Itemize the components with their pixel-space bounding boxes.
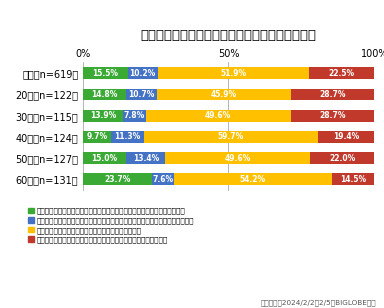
Bar bbox=[166, 152, 310, 164]
Text: 9.7%: 9.7% bbox=[86, 132, 107, 141]
Bar bbox=[318, 131, 375, 143]
Bar bbox=[83, 152, 126, 164]
Bar bbox=[123, 110, 146, 122]
Text: 7.6%: 7.6% bbox=[152, 175, 174, 184]
Text: 51.9%: 51.9% bbox=[220, 69, 247, 78]
Text: 28.7%: 28.7% bbox=[319, 90, 346, 99]
Bar bbox=[309, 67, 375, 79]
Bar bbox=[128, 67, 157, 79]
Bar bbox=[157, 89, 291, 100]
Text: 14.5%: 14.5% bbox=[340, 175, 366, 184]
Bar bbox=[152, 173, 174, 185]
Text: 15.0%: 15.0% bbox=[91, 154, 118, 163]
Text: 19.4%: 19.4% bbox=[333, 132, 359, 141]
Bar bbox=[83, 89, 126, 100]
Title: インターネット回線のトラブル発生時の解決方法: インターネット回線のトラブル発生時の解決方法 bbox=[141, 29, 316, 43]
Text: 28.7%: 28.7% bbox=[319, 111, 346, 120]
Text: 10.2%: 10.2% bbox=[129, 69, 156, 78]
Text: 49.6%: 49.6% bbox=[225, 154, 251, 163]
Text: 59.7%: 59.7% bbox=[218, 132, 244, 141]
Bar bbox=[83, 110, 123, 122]
Bar bbox=[111, 131, 144, 143]
Text: 7.8%: 7.8% bbox=[124, 111, 145, 120]
Text: 調査期間：2024/2/2～2/5　BIGLOBE調べ: 調査期間：2024/2/2～2/5 BIGLOBE調べ bbox=[261, 300, 376, 306]
Bar bbox=[157, 67, 309, 79]
Text: 22.5%: 22.5% bbox=[329, 69, 355, 78]
Text: 11.3%: 11.3% bbox=[114, 132, 141, 141]
Bar bbox=[83, 131, 111, 143]
Bar bbox=[83, 67, 128, 79]
Text: 13.9%: 13.9% bbox=[90, 111, 116, 120]
Legend: ネット回線に関するトラブルが起き、電話でのサポートを利用して解決した, ネット回線に関するトラブルが起き、電話以外でのサポートを利用して解決した, ネット回線に: ネット回線に関するトラブルが起き、電話でのサポートを利用して解決した, ネット回… bbox=[28, 208, 194, 243]
Bar bbox=[144, 131, 318, 143]
Bar bbox=[174, 173, 332, 185]
Bar bbox=[83, 173, 152, 185]
Text: 10.7%: 10.7% bbox=[128, 90, 154, 99]
Text: 45.9%: 45.9% bbox=[211, 90, 237, 99]
Text: 49.6%: 49.6% bbox=[205, 111, 232, 120]
Text: 15.5%: 15.5% bbox=[92, 69, 118, 78]
Bar bbox=[126, 152, 166, 164]
Bar bbox=[146, 110, 291, 122]
Bar bbox=[310, 152, 374, 164]
Text: 54.2%: 54.2% bbox=[240, 175, 266, 184]
Bar bbox=[332, 173, 374, 185]
Bar bbox=[291, 110, 374, 122]
Text: 14.8%: 14.8% bbox=[91, 90, 118, 99]
Bar bbox=[291, 89, 375, 100]
Text: 23.7%: 23.7% bbox=[104, 175, 130, 184]
Bar bbox=[126, 89, 157, 100]
Text: 13.4%: 13.4% bbox=[133, 154, 159, 163]
Text: 22.0%: 22.0% bbox=[329, 154, 356, 163]
